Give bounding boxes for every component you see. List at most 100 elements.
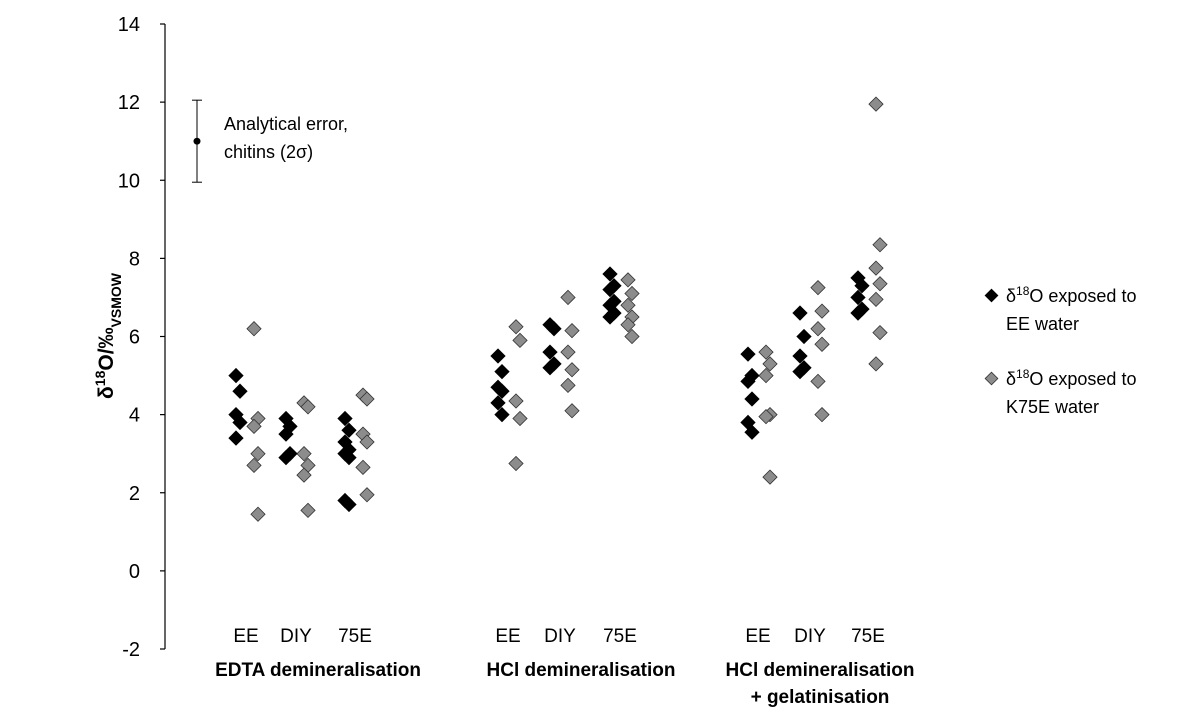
point-ee-water [850,289,866,306]
point-k75e-water [810,321,826,337]
point-ee-water [341,449,357,466]
point-ee-water [740,346,756,362]
point-k75e-water [359,434,375,450]
point-ee-water [494,406,510,423]
point-k75e-water [624,328,640,345]
point-k75e-water [624,285,640,302]
category-label: EE [745,626,770,647]
point-k75e-water [250,446,266,462]
legend-ee-sup: 18 [1016,284,1030,298]
y-label-mid: O/‰ [95,327,118,370]
point-ee-water [602,309,618,325]
point-k75e-water [564,403,580,419]
legend-marker-ee [984,288,999,303]
point-ee-water [228,430,244,446]
legend: δ18O exposed to EE water δ18O exposed to… [984,284,1136,417]
category-label: 75E [603,626,637,647]
legend-k75e-text: O exposed to [1029,369,1136,389]
point-k75e-water [762,356,778,372]
point-ee-water [602,266,618,282]
point-k75e-water [246,321,262,337]
point-k75e-water [758,367,774,384]
point-ee-water [796,328,812,345]
point-ee-water [744,424,760,440]
legend-marker-k75e [984,371,999,386]
category-labels: EE DIY 75E EE DIY 75E EE DIY 75E [233,626,885,647]
point-ee-water [546,321,562,337]
point-k75e-water [296,467,312,483]
point-k75e-water [868,96,884,112]
category-label: EE [233,626,258,647]
category-label: DIY [280,626,312,647]
group-label: HCl demineralisation [726,660,915,681]
point-ee-water [494,364,510,380]
point-k75e-water [762,469,778,485]
point-k75e-water [560,289,576,306]
group-labels: EDTA demineralisation HCl demineralisatio… [215,660,914,708]
legend-k75e-sup: 18 [1016,367,1030,381]
legend-k75e-delta: δ [1006,369,1016,389]
point-k75e-water [620,297,636,313]
point-k75e-water [508,393,524,409]
legend-entry-ee: δ18O exposed to EE water [984,284,1136,334]
data-points [228,96,888,522]
point-k75e-water [246,418,262,434]
point-k75e-water [758,344,774,360]
point-k75e-water [296,446,312,462]
point-k75e-water [300,399,316,415]
analytical-error-annotation: Analytical error, chitins (2σ) [192,99,348,183]
y-tick-label: 4 [129,405,140,427]
point-k75e-water [868,260,884,276]
point-k75e-water [564,362,580,378]
point-k75e-water [758,408,774,425]
point-k75e-water [810,280,826,296]
legend-entry-k75e: δ18O exposed to K75E water [984,367,1136,417]
y-label-sup: 18 [92,370,108,386]
y-tick-label: 12 [118,92,140,114]
point-ee-water [278,449,294,466]
point-k75e-water [872,324,888,341]
point-k75e-water [872,237,888,253]
legend-label-ee-line1: δ18O exposed to [1006,284,1136,306]
y-tick-label: 10 [118,170,140,192]
point-k75e-water [560,377,576,393]
y-tick-label: 8 [129,248,140,270]
point-ee-water [341,496,357,513]
legend-ee-text: O exposed to [1029,286,1136,306]
point-k75e-water [868,356,884,372]
point-ee-water [232,414,248,431]
point-k75e-water [560,344,576,360]
point-k75e-water [810,373,826,390]
point-ee-water [602,281,618,298]
point-ee-water [792,305,808,321]
point-ee-water [494,383,510,399]
point-ee-water [337,410,353,427]
point-k75e-water [620,272,636,288]
point-k75e-water [814,336,830,352]
point-ee-water [490,348,506,364]
point-k75e-water [564,323,580,339]
point-k75e-water [620,317,636,333]
point-k75e-water [814,406,830,423]
category-label: EE [495,626,520,647]
error-bar-center-point [193,137,201,145]
legend-label-k75e-line1: δ18O exposed to [1006,367,1136,389]
point-k75e-water [250,506,266,522]
annotation-line-2: chitins (2σ) [224,142,313,162]
point-k75e-water [246,457,262,474]
legend-ee-delta: δ [1006,286,1016,306]
point-ee-water [232,383,248,399]
point-ee-water [744,391,760,407]
point-ee-water [341,422,357,438]
point-k75e-water [359,391,375,407]
category-label: 75E [851,626,885,647]
group-label: HCl demineralisation [487,660,676,681]
point-k75e-water [872,276,888,292]
point-k75e-water [508,319,524,335]
group-label: EDTA demineralisation [215,660,421,681]
point-ee-water [740,373,756,390]
y-tick-label: 0 [129,561,140,583]
point-ee-water [228,367,244,384]
y-axis-label: δ18O/‰VSMOW [92,272,124,399]
